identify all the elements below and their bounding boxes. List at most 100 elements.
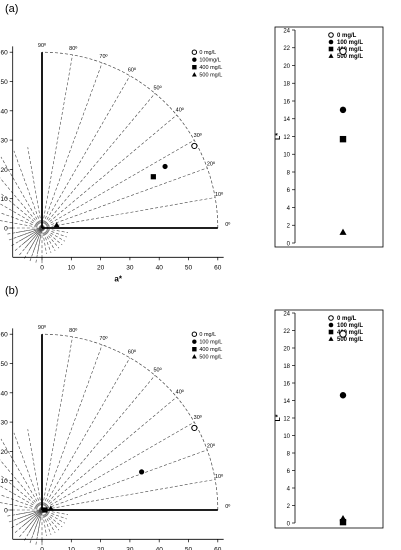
legend-marker <box>328 329 334 335</box>
y-tick-label: 0 <box>4 226 8 233</box>
y-tick-label: 22 <box>283 329 290 335</box>
hue-spoke <box>0 192 43 229</box>
y-tick-label: 0 <box>287 241 291 247</box>
y-tick-label: 4 <box>287 206 291 212</box>
hue-spoke <box>17 509 43 520</box>
hue-spoke <box>19 93 156 256</box>
y-tick-label: 50 <box>0 79 8 86</box>
x-tick-label: 40 <box>156 264 164 271</box>
hue-spoke <box>11 139 195 246</box>
data-point <box>339 228 347 235</box>
data-point <box>339 518 347 526</box>
y-tick-label: 20 <box>283 64 290 70</box>
y-axis-label: L* <box>275 414 282 421</box>
hue-spoke <box>41 227 47 255</box>
x-tick-label: 60 <box>214 264 222 271</box>
hue-spoke <box>41 509 60 531</box>
y-tick-label: 22 <box>283 46 290 52</box>
hue-spoke <box>0 502 43 511</box>
hue-angle-label: 10º <box>215 473 223 480</box>
hue-spoke <box>41 227 52 253</box>
hue-spoke <box>0 156 43 229</box>
y-tick-label: 2 <box>287 224 291 230</box>
hue-spoke <box>13 150 43 229</box>
y-tick-label: 8 <box>287 170 291 176</box>
data-point <box>150 174 156 180</box>
legend-marker <box>192 57 197 62</box>
hue-spoke <box>0 438 43 511</box>
hue-angle-chart: 01020304050600102030405060a*b*0º10º20º30… <box>0 42 230 283</box>
hue-spoke <box>19 375 156 538</box>
hue-spoke <box>0 177 43 229</box>
hue-angle-label: 90º <box>38 42 46 49</box>
hue-spoke <box>21 227 43 246</box>
hue-spoke <box>41 509 56 533</box>
legend-marker <box>328 32 334 38</box>
data-point <box>191 142 198 150</box>
y-tick-label: 10 <box>283 434 290 440</box>
hue-angle-label: 60º <box>128 348 136 355</box>
data-point <box>339 47 347 55</box>
hue-angle-label: 80º <box>69 327 77 334</box>
x-tick-label: 10 <box>68 264 76 271</box>
hue-spoke <box>41 227 60 249</box>
hue-spoke <box>0 220 43 229</box>
legend-label: 100 mg/L <box>199 340 222 346</box>
hue-angle-label: 20º <box>207 443 215 450</box>
x-tick-label: 20 <box>97 264 105 271</box>
hue-spoke <box>41 227 67 238</box>
hue-angle-label: 50º <box>154 366 162 373</box>
hue-spoke <box>32 509 43 535</box>
legend-marker <box>191 49 198 55</box>
hue-arc <box>41 333 219 511</box>
legend-label: 400 mg/L <box>337 47 363 53</box>
y-tick-label: 20 <box>0 167 8 174</box>
hue-angle-label: 30º <box>194 414 202 421</box>
hue-spoke <box>15 227 43 233</box>
hue-angle-label: 40º <box>176 388 184 395</box>
y-tick-label: 60 <box>0 50 8 57</box>
hue-spoke <box>41 509 47 537</box>
legend-marker <box>328 336 334 341</box>
legend-label: 500 mg/L <box>337 337 363 343</box>
legend-marker <box>328 53 334 58</box>
hue-angle-chart: 01020304050600102030405060a*b*0º10º20º30… <box>0 324 230 550</box>
lightness-frame <box>274 309 384 529</box>
y-axis-label: L* <box>275 133 282 140</box>
legend-label: 0 mg/L <box>337 316 357 322</box>
lightness-frame <box>274 26 384 248</box>
x-tick-label: 50 <box>185 264 193 271</box>
data-point <box>47 505 54 511</box>
hue-spoke <box>41 227 69 233</box>
hue-angle-label: 0º <box>225 221 230 228</box>
legend-marker <box>192 339 197 344</box>
hue-spoke <box>27 429 43 511</box>
x-tick-label: 30 <box>126 546 134 550</box>
y-tick-label: 24 <box>283 28 290 34</box>
hue-spoke <box>0 459 43 511</box>
legend-marker <box>328 46 334 52</box>
hue-spoke <box>15 509 43 515</box>
x-tick-label: 0 <box>40 264 44 271</box>
hue-angle-label: 20º <box>207 161 215 168</box>
y-tick-label: 12 <box>283 135 290 141</box>
hue-spoke <box>19 509 43 524</box>
hue-spoke <box>24 357 131 541</box>
legend-marker <box>192 65 197 70</box>
y-tick-label: 50 <box>0 361 8 368</box>
hue-spoke <box>41 509 69 515</box>
legend-marker <box>328 315 334 321</box>
hue-spoke <box>24 227 43 249</box>
x-tick-label: 40 <box>156 546 164 550</box>
hue-spoke <box>14 396 177 533</box>
data-point <box>339 392 347 399</box>
hue-spoke <box>28 227 43 251</box>
y-tick-label: 18 <box>283 364 290 370</box>
x-axis-label: a* <box>114 274 122 283</box>
hue-spoke <box>0 212 43 229</box>
legend-label: 500 mg/L <box>337 54 363 60</box>
y-tick-label: 60 <box>0 332 8 339</box>
y-tick-label: 10 <box>283 153 290 159</box>
hue-angle-label: 70º <box>99 335 107 342</box>
hue-spoke <box>24 509 43 531</box>
